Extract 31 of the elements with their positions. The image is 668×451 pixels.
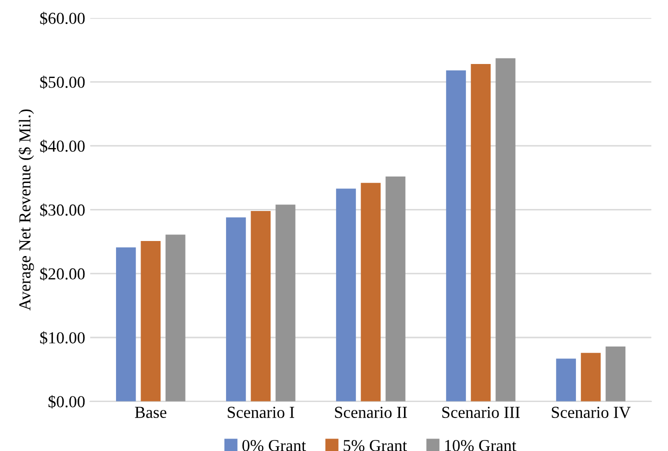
legend-label: 5% Grant bbox=[344, 440, 407, 451]
y-tick-label: $30.00 bbox=[40, 203, 85, 217]
bar bbox=[276, 204, 296, 402]
legend-label: 0% Grant bbox=[242, 440, 306, 451]
x-tick-label: Base bbox=[134, 406, 166, 418]
bar bbox=[336, 188, 356, 402]
bar bbox=[360, 182, 381, 402]
bar bbox=[166, 234, 186, 402]
bar bbox=[606, 346, 626, 402]
y-tick-label: $50.00 bbox=[40, 76, 85, 89]
bar bbox=[556, 358, 576, 402]
x-tick-label: Scenario IV bbox=[552, 406, 631, 418]
y-tick-label: $0.00 bbox=[48, 395, 85, 408]
bar bbox=[250, 210, 271, 402]
y-tick-label: $10.00 bbox=[40, 331, 85, 345]
bar bbox=[496, 58, 516, 402]
x-tick-label: Scenario I bbox=[228, 406, 294, 418]
bar bbox=[386, 176, 406, 402]
bar bbox=[446, 70, 466, 402]
legend-label: 10% Grant bbox=[445, 440, 516, 451]
y-tick-label: $20.00 bbox=[40, 267, 85, 281]
bar bbox=[580, 352, 601, 402]
x-tick-label: Scenario III bbox=[442, 406, 520, 418]
bar bbox=[140, 241, 161, 402]
bar bbox=[116, 247, 136, 402]
x-tick-label: Scenario II bbox=[335, 406, 407, 418]
y-axis-title: Average Net Revenue ($ Mil.) bbox=[18, 109, 34, 311]
bar bbox=[470, 64, 491, 402]
y-tick-label: $40.00 bbox=[40, 140, 85, 153]
bar bbox=[226, 217, 246, 402]
y-tick-label: $60.00 bbox=[40, 12, 85, 26]
